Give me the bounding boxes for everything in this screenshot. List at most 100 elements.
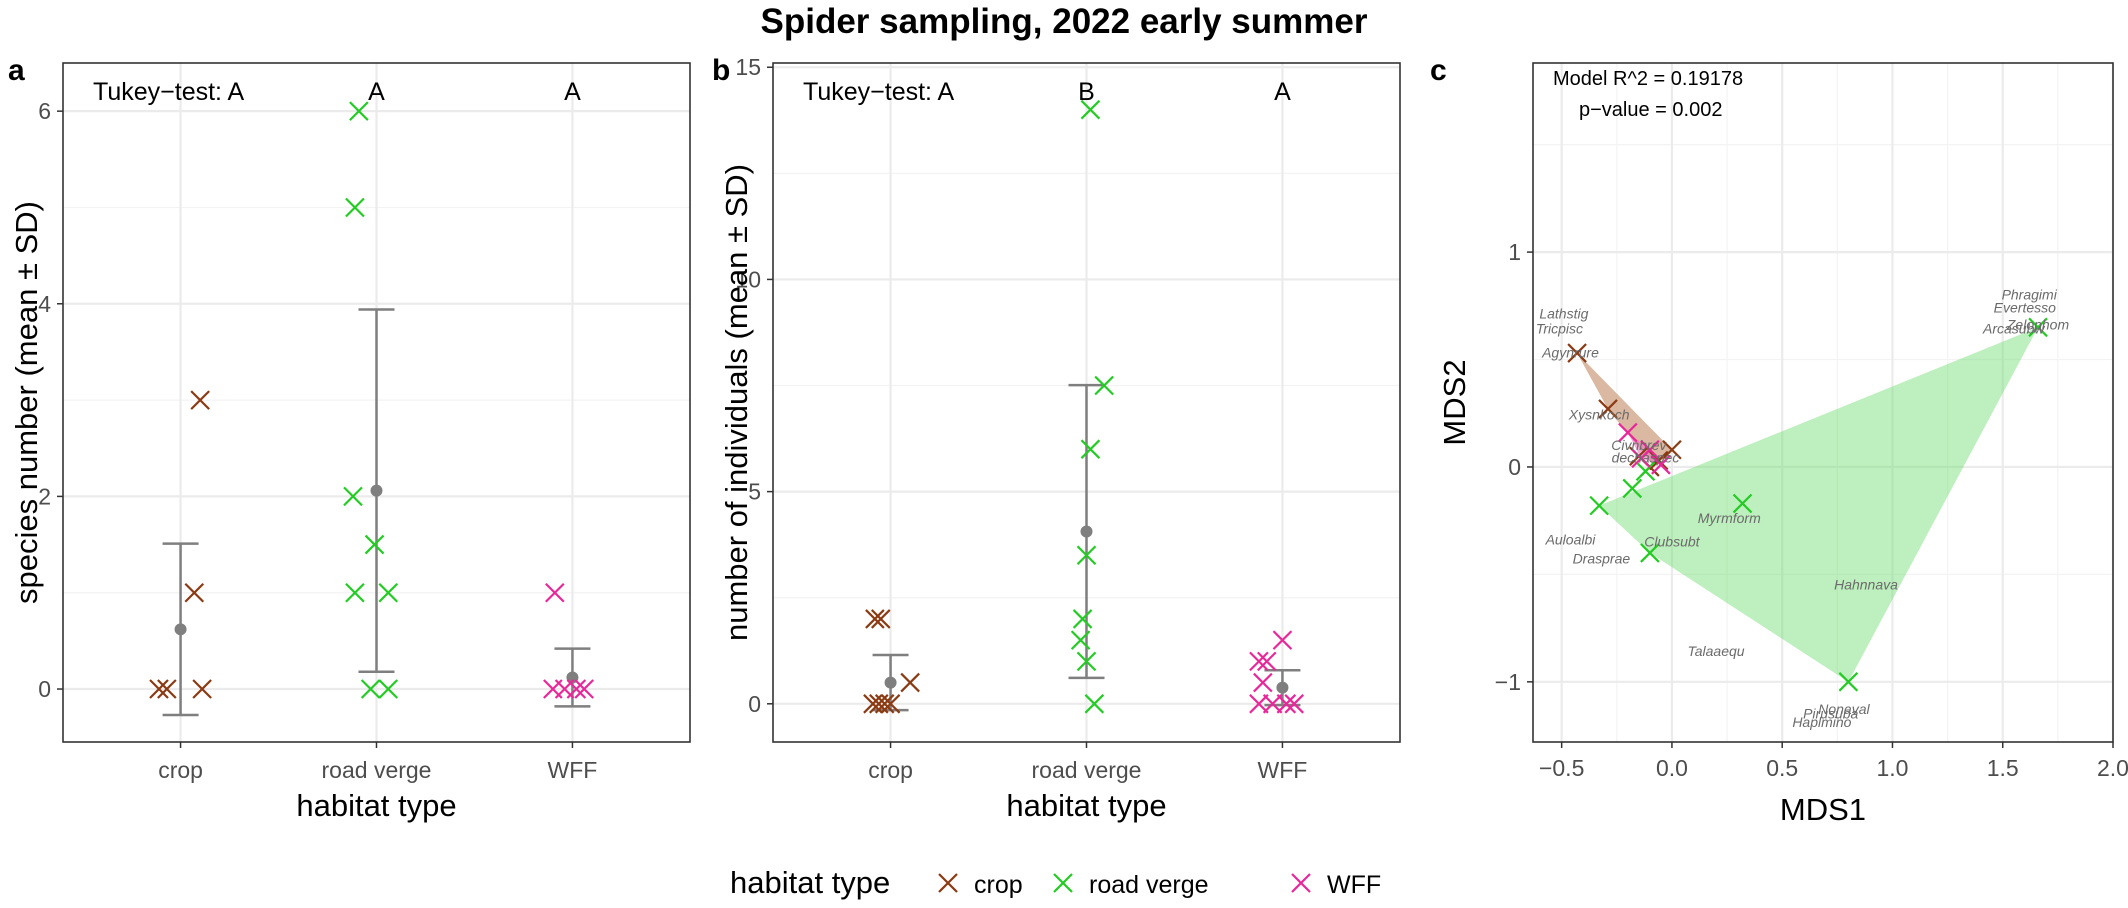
data-point-WFF-stroke (1249, 651, 1269, 672)
data-point-crop (880, 694, 901, 714)
data-point-road-verge-stroke (364, 534, 385, 555)
mean-point (884, 676, 897, 689)
legend-key-road-verge-stroke (1053, 873, 1073, 893)
data-point-WFF-stroke (1284, 694, 1304, 714)
data-point-road-verge-stroke (1084, 694, 1105, 714)
species-label: Talaaequ (1687, 643, 1744, 659)
data-point-road-verge (1589, 495, 1609, 516)
data-point-crop-stroke (900, 672, 920, 693)
data-point-road-verge (378, 582, 399, 603)
species-label: Xysnkoch (1568, 407, 1630, 423)
mean-point (174, 623, 187, 636)
species-label: Lathstig (1539, 306, 1588, 322)
mean-point (1276, 681, 1289, 694)
x-tick-label: WFF (1258, 757, 1308, 783)
data-point-crop (1648, 450, 1669, 471)
mean-point (1080, 525, 1093, 538)
x-axis-title: habitat type (1006, 788, 1166, 823)
x-tick-label: crop (868, 757, 913, 783)
data-point-road-verge-stroke (1080, 99, 1101, 120)
data-point-crop (192, 679, 212, 699)
data-point-crop (870, 609, 891, 629)
data-point-WFF (1249, 651, 1269, 672)
data-point-road-verge (343, 486, 363, 507)
data-point-crop (190, 390, 210, 410)
data-point-crop (874, 694, 895, 714)
data-point-road-verge (349, 101, 369, 121)
legend-label: WFF (1327, 871, 1381, 899)
y-tick-label: 2 (38, 483, 51, 509)
y-tick-label: 1 (1508, 239, 1521, 265)
data-point-crop (1598, 399, 1618, 419)
data-point-WFF-stroke (1262, 694, 1283, 714)
data-point-crop-stroke (1567, 343, 1587, 363)
data-point-crop-stroke (190, 390, 210, 410)
species-label: Hahnnava (1834, 576, 1898, 592)
species-label: Haplmino (1792, 714, 1851, 730)
species-label: Drasprae (1573, 551, 1631, 567)
species-label: Nonaval (1818, 701, 1870, 717)
tukey-letter: A (368, 78, 385, 106)
y-axis-title: number of individuals (mean ± SD) (719, 164, 754, 641)
data-point-road-verge-stroke (1589, 495, 1609, 516)
data-point-road-verge-stroke (1070, 630, 1091, 650)
data-point-crop (865, 609, 885, 629)
data-point-crop (149, 679, 169, 699)
legend-label: crop (974, 871, 1023, 899)
y-tick-label: 0 (38, 676, 51, 702)
plot-border (1532, 62, 2114, 743)
plot-border (772, 62, 1401, 743)
hull-road-verge (1599, 327, 2039, 682)
data-point-road-verge (1076, 651, 1097, 672)
y-axis-title: MDS2 (1437, 359, 1472, 445)
species-label: Clubsubt (1644, 533, 1700, 549)
legend-title: habitat type (730, 865, 890, 900)
data-point-crop-stroke (157, 679, 177, 699)
data-point-WFF-stroke (1272, 630, 1293, 650)
data-point-crop-stroke (184, 582, 205, 603)
model-r2-annotation: Model R^2 = 0.19178 (1553, 68, 1743, 90)
species-label: Auloalbi (1545, 531, 1597, 547)
species-label: Phragimi (2002, 286, 2058, 302)
mean-point (370, 484, 383, 497)
data-point-road-verge (1635, 461, 1656, 482)
figure-title: Spider sampling, 2022 early summer (760, 2, 1368, 41)
data-point-crop (184, 582, 205, 603)
data-point-crop-stroke (870, 609, 891, 629)
y-tick-label: 10 (735, 266, 761, 292)
data-point-road-verge (2028, 317, 2048, 338)
data-point-road-verge-stroke (1080, 439, 1101, 459)
data-point-WFF (1618, 422, 1638, 443)
data-point-WFF (566, 679, 587, 699)
species-label: Civnbrev (1611, 437, 1667, 453)
x-tick-label: crop (158, 757, 203, 783)
data-point-crop-stroke (1662, 439, 1682, 460)
species-label: Evertesso (1994, 299, 2056, 315)
data-point-road-verge-stroke (349, 101, 369, 121)
data-point-road-verge (1732, 493, 1753, 514)
data-point-WFF-stroke (1253, 672, 1273, 693)
data-point-road-verge (1070, 630, 1091, 650)
legend-label: road verge (1089, 871, 1209, 899)
data-point-road-verge (1080, 439, 1101, 459)
x-tick-label: 0.0 (1656, 755, 1688, 781)
data-point-crop-stroke (192, 679, 212, 699)
y-tick-label: 4 (38, 291, 51, 317)
data-point-road-verge-stroke (1076, 545, 1097, 566)
data-point-WFF (574, 679, 594, 699)
data-point-road-verge-stroke (1072, 609, 1093, 629)
data-point-road-verge-stroke (343, 486, 363, 507)
x-tick-label: road verge (322, 757, 432, 783)
data-point-WFF-stroke (1276, 694, 1297, 714)
data-point-crop-stroke (874, 694, 895, 714)
data-point-WFF-stroke (1651, 455, 1671, 475)
data-point-road-verge (364, 534, 385, 555)
x-tick-label: −0.5 (1539, 755, 1584, 781)
data-point-road-verge-stroke (378, 582, 399, 603)
x-tick-label: road verge (1032, 757, 1142, 783)
data-point-WFF (545, 582, 565, 603)
data-point-road-verge (345, 582, 365, 603)
data-point-WFF (1256, 651, 1277, 672)
legend-key-road-verge (1053, 873, 1073, 893)
